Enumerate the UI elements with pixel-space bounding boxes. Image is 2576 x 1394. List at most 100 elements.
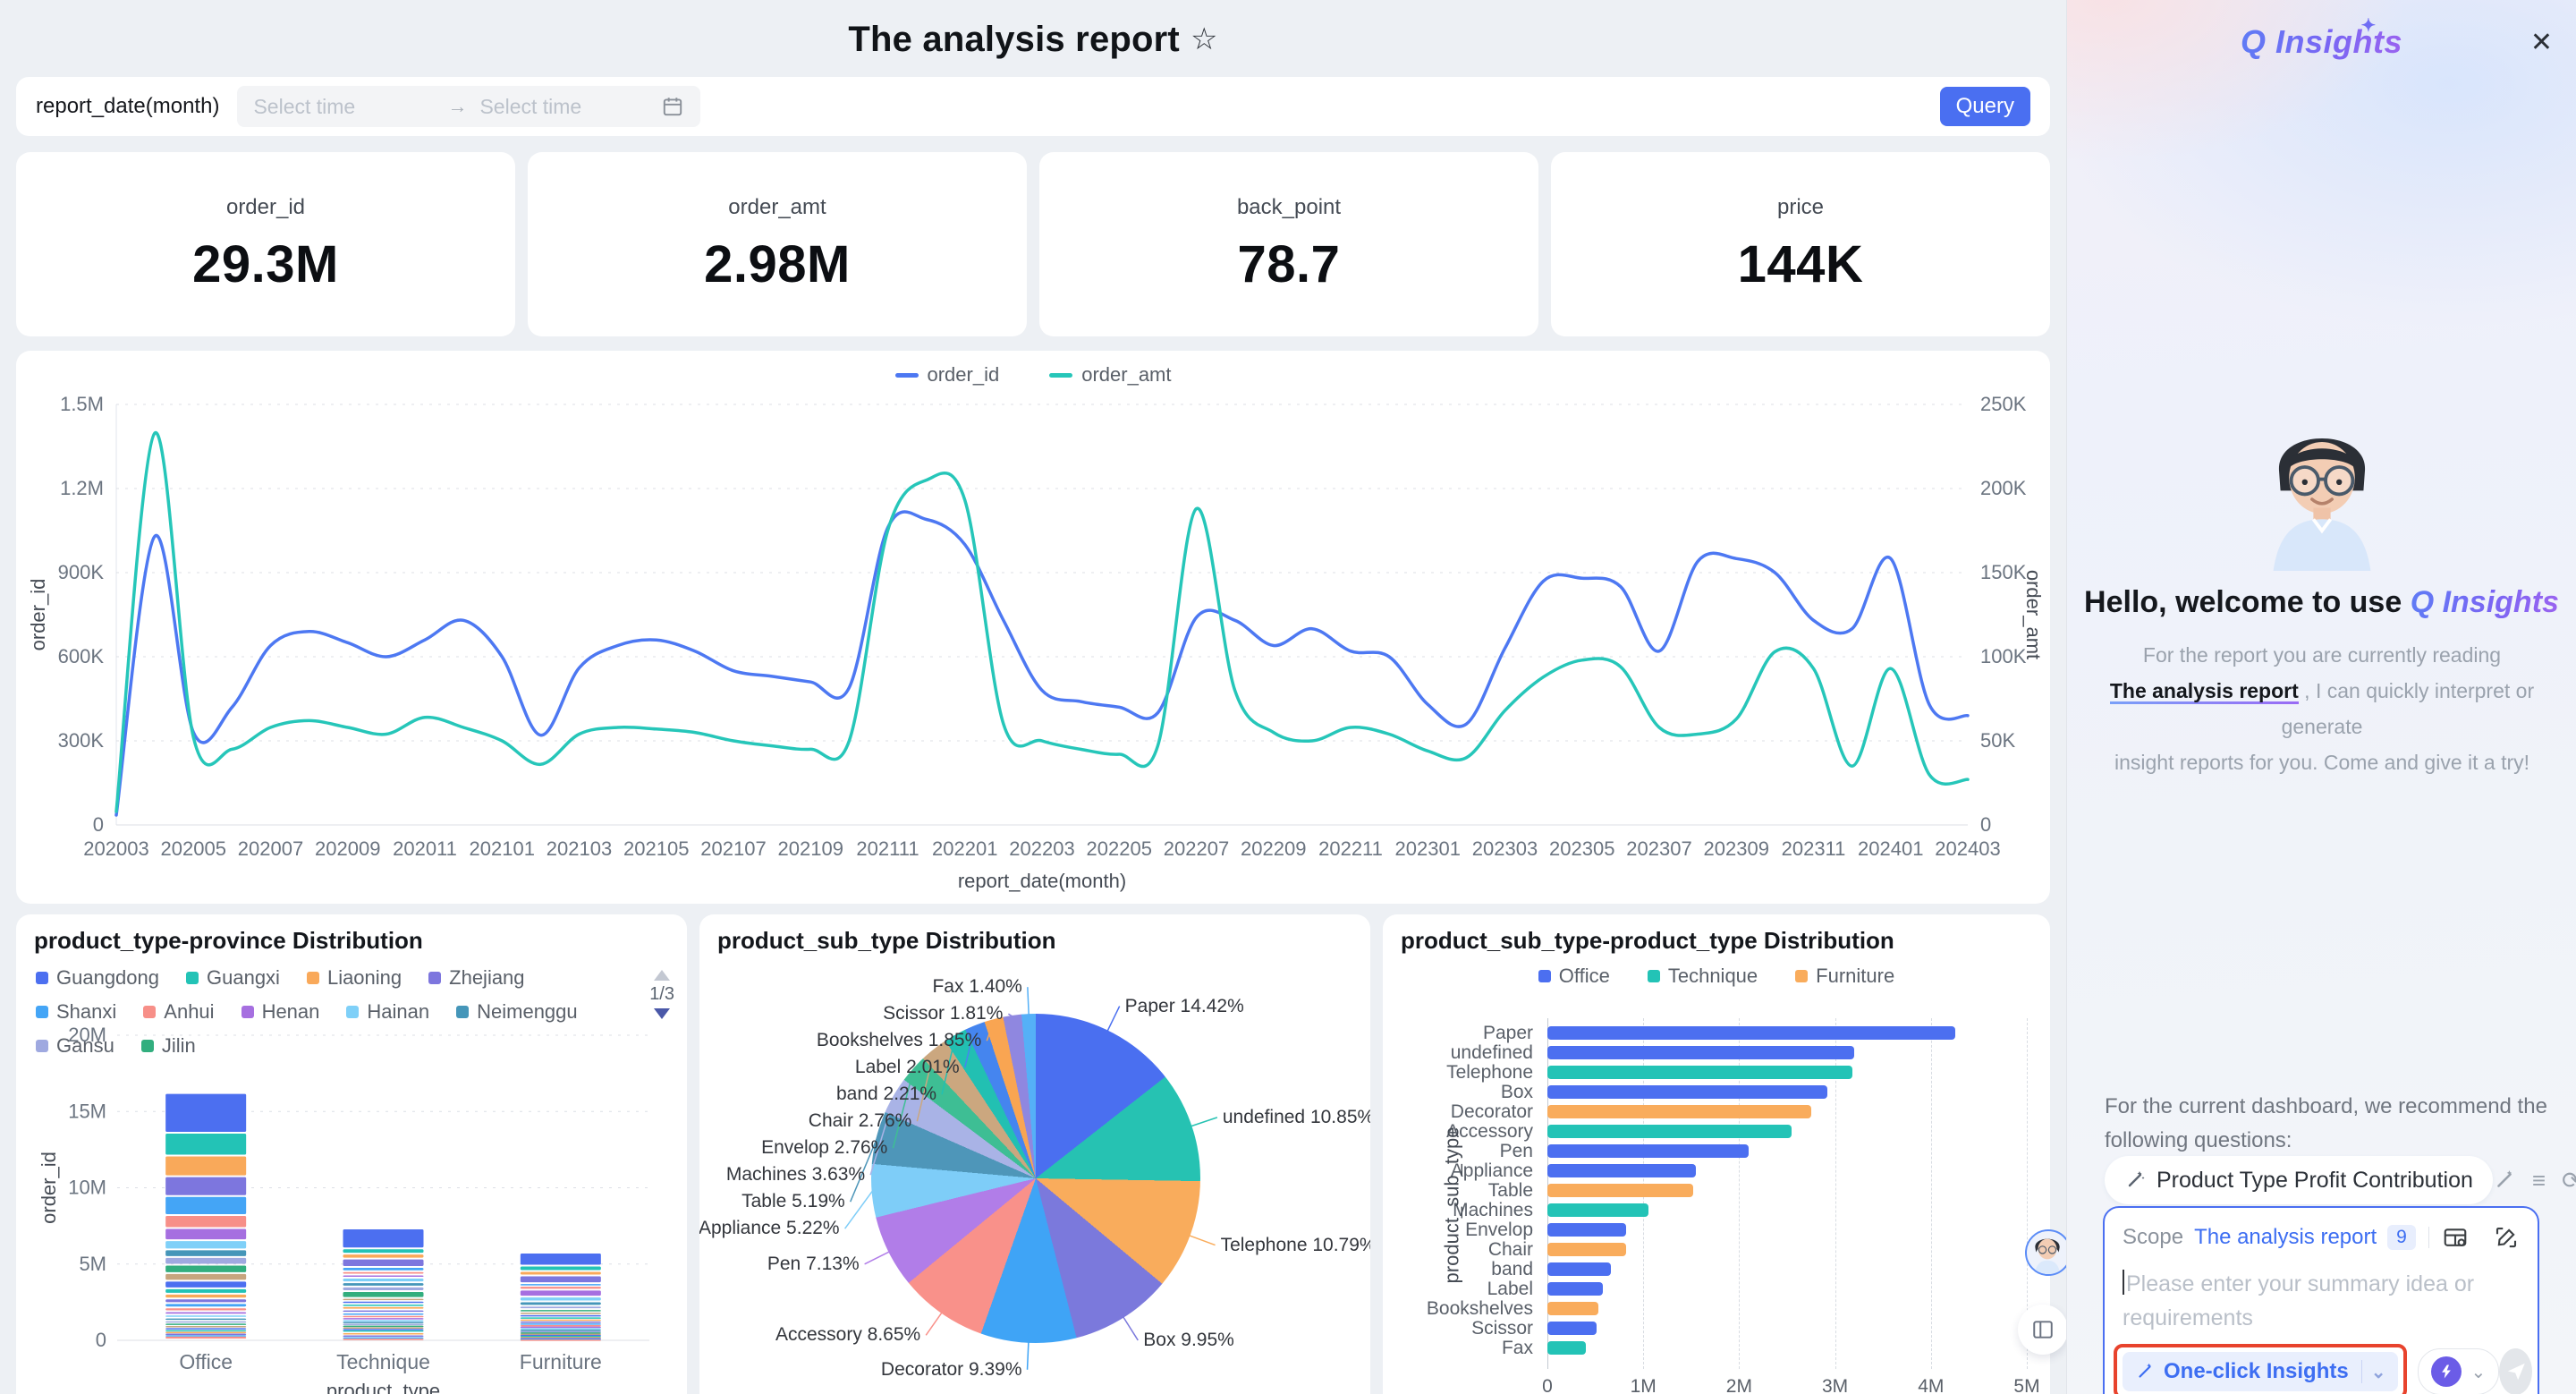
- stack-segment[interactable]: [520, 1313, 601, 1314]
- stack-segment[interactable]: [165, 1265, 247, 1272]
- legend-item-Jilin[interactable]: Jilin: [140, 1034, 196, 1058]
- stack-segment[interactable]: [343, 1268, 424, 1271]
- stack-segment[interactable]: [165, 1318, 247, 1321]
- stack-segment[interactable]: [343, 1283, 424, 1286]
- stack-segment[interactable]: [343, 1305, 424, 1306]
- stack-segment[interactable]: [343, 1337, 424, 1339]
- stack-segment[interactable]: [520, 1306, 601, 1309]
- bar-Fax[interactable]: [1547, 1341, 1586, 1355]
- one-click-insights-button[interactable]: One-click Insights ⌄: [2123, 1352, 2399, 1391]
- legend-item-Furniture[interactable]: Furniture: [1795, 965, 1894, 988]
- assistant-float-avatar[interactable]: [2025, 1229, 2072, 1276]
- stack-segment[interactable]: [343, 1330, 424, 1332]
- summary-input[interactable]: Please enter your summary idea or requir…: [2123, 1267, 2498, 1335]
- bar-Envelop[interactable]: [1547, 1223, 1626, 1237]
- date-range-picker[interactable]: Select time → Select time: [237, 86, 701, 127]
- bar-Pen[interactable]: [1547, 1144, 1750, 1158]
- legend-item-Technique[interactable]: Technique: [1647, 965, 1758, 988]
- stack-segment[interactable]: [520, 1332, 601, 1334]
- pager-up-icon[interactable]: [654, 970, 671, 981]
- legend-item-order_id[interactable]: order_id: [894, 363, 999, 387]
- legend-item-Neimenggu[interactable]: Neimenggu: [456, 1000, 578, 1024]
- legend-item-Anhui[interactable]: Anhui: [143, 1000, 215, 1024]
- stack-segment[interactable]: [520, 1328, 601, 1330]
- panel-toggle-float-button[interactable]: [2018, 1305, 2068, 1355]
- dataset-table-icon[interactable]: [2442, 1224, 2469, 1251]
- bar-Appliance[interactable]: [1547, 1164, 1697, 1177]
- stack-segment[interactable]: [343, 1320, 424, 1322]
- stack-segment[interactable]: [165, 1299, 247, 1303]
- legend-item-Guangxi[interactable]: Guangxi: [186, 966, 280, 990]
- stack-segment[interactable]: [343, 1254, 424, 1258]
- stack-segment[interactable]: [343, 1329, 424, 1330]
- stack-segment[interactable]: [343, 1339, 424, 1340]
- bar-Accessory[interactable]: [1547, 1125, 1792, 1138]
- bar-Paper[interactable]: [1547, 1026, 1955, 1040]
- stack-segment[interactable]: [343, 1327, 424, 1330]
- legend-item-Guangdong[interactable]: Guangdong: [36, 966, 159, 990]
- stack-segment[interactable]: [165, 1133, 247, 1155]
- stack-segment[interactable]: [165, 1216, 247, 1228]
- stack-segment[interactable]: [165, 1335, 247, 1337]
- stack-segment[interactable]: [165, 1196, 247, 1215]
- stack-segment[interactable]: [520, 1319, 601, 1322]
- trend-line-chart[interactable]: 0 0 300K 50K 600K 100K 900K 150K 1.2M 200K 1.5M 250…: [16, 387, 2050, 902]
- end-date-input[interactable]: Select time: [479, 94, 582, 118]
- stack-segment[interactable]: [343, 1318, 424, 1320]
- stack-segment[interactable]: [520, 1334, 601, 1337]
- stack-segment[interactable]: [520, 1326, 601, 1329]
- bar-Box[interactable]: [1547, 1085, 1828, 1099]
- bar-Scissor[interactable]: [1547, 1322, 1597, 1335]
- stack-segment[interactable]: [343, 1259, 424, 1267]
- stack-segment[interactable]: [165, 1177, 247, 1195]
- stack-segment[interactable]: [343, 1332, 424, 1335]
- report-link[interactable]: The analysis report: [2109, 679, 2299, 704]
- bar-band[interactable]: [1547, 1262, 1611, 1276]
- subtype-hbar-chart[interactable]: 0 1M 2M 3M 4M 5M Paper undefined Telephone Box Dec…: [1399, 1018, 2040, 1394]
- stack-segment[interactable]: [165, 1156, 247, 1176]
- stack-segment[interactable]: [165, 1315, 247, 1317]
- stack-segment[interactable]: [165, 1228, 247, 1240]
- stack-segment[interactable]: [520, 1266, 601, 1271]
- stack-segment[interactable]: [165, 1257, 247, 1264]
- stack-segment[interactable]: [520, 1310, 601, 1312]
- send-button[interactable]: [2499, 1348, 2532, 1394]
- stack-segment[interactable]: [520, 1302, 601, 1305]
- stack-segment[interactable]: [165, 1331, 247, 1334]
- stack-segment[interactable]: [165, 1288, 247, 1293]
- stack-segment[interactable]: [520, 1314, 601, 1317]
- legend-item-Hainan[interactable]: Hainan: [346, 1000, 429, 1024]
- bar-Table[interactable]: [1547, 1184, 1693, 1197]
- stack-segment[interactable]: [343, 1306, 424, 1309]
- stack-segment[interactable]: [520, 1287, 601, 1289]
- stack-segment[interactable]: [520, 1284, 601, 1286]
- bar-Machines[interactable]: [1547, 1203, 1648, 1217]
- bar-Label[interactable]: [1547, 1282, 1604, 1296]
- stack-segment[interactable]: [165, 1308, 247, 1311]
- stack-segment[interactable]: [520, 1322, 601, 1323]
- stack-segment[interactable]: [165, 1312, 247, 1314]
- stack-segment[interactable]: [343, 1291, 424, 1297]
- bar-Chair[interactable]: [1547, 1243, 1626, 1256]
- stack-segment[interactable]: [343, 1310, 424, 1313]
- bar-Decorator[interactable]: [1547, 1105, 1811, 1118]
- pager-down-icon[interactable]: [654, 1008, 671, 1019]
- province-stacked-bar-chart[interactable]: 0 5M 10M 15M 20M Office Technique Furniture prod…: [32, 1027, 671, 1394]
- stack-segment[interactable]: [343, 1249, 424, 1254]
- stack-segment[interactable]: [520, 1330, 601, 1333]
- stack-segment[interactable]: [165, 1241, 247, 1249]
- stack-segment[interactable]: [520, 1317, 601, 1319]
- stack-segment[interactable]: [343, 1301, 424, 1304]
- stack-segment[interactable]: [165, 1281, 247, 1288]
- stack-segment[interactable]: [520, 1253, 601, 1265]
- legend-item-Shanxi[interactable]: Shanxi: [36, 1000, 116, 1024]
- stack-segment[interactable]: [343, 1229, 424, 1248]
- subtype-pie-chart[interactable]: Fax 1.40% Scissor 1.81% Bookshelves 1.85% L…: [699, 914, 1370, 1394]
- stack-segment[interactable]: [165, 1328, 247, 1330]
- stack-segment[interactable]: [165, 1093, 247, 1132]
- stack-segment[interactable]: [520, 1290, 601, 1296]
- question-list-icon[interactable]: ≡: [2531, 1167, 2546, 1194]
- bar-undefined[interactable]: [1547, 1046, 1855, 1059]
- stack-segment[interactable]: [165, 1336, 247, 1339]
- stack-segment[interactable]: [343, 1322, 424, 1324]
